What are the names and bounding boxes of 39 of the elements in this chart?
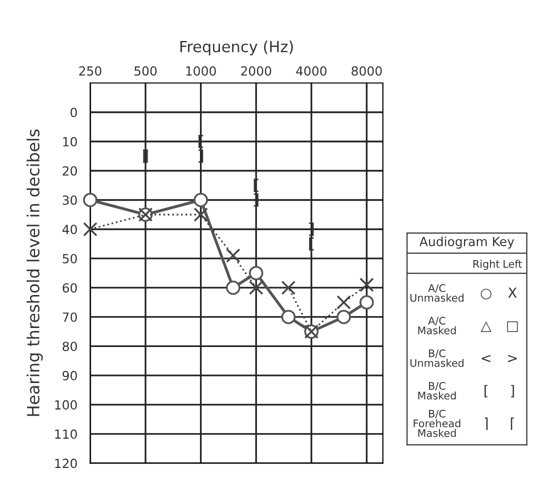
text: B/C Unmasked: [410, 349, 464, 367]
x-tick-label: 250: [79, 66, 102, 76]
y-axis-title: Hearing threshold level in decibels: [26, 129, 43, 416]
y-tick-label: 0: [70, 108, 77, 118]
y-tick-label: 50: [62, 254, 77, 264]
y-tick-label: 100: [55, 400, 77, 410]
y-tick-label: 30: [62, 195, 77, 205]
y-tick-label: 40: [62, 224, 77, 234]
y-tick-label: 80: [62, 342, 77, 352]
text: □: [507, 321, 518, 332]
x-tick-label: 500: [134, 66, 157, 76]
x-tick-label: 1000: [186, 66, 216, 76]
y-tick-label: 110: [55, 429, 77, 439]
text: <: [482, 354, 490, 362]
y-tick-label: 60: [62, 283, 77, 293]
y-tick-label: 20: [62, 166, 77, 176]
text: >: [508, 354, 517, 362]
text: A/C Unmasked: [410, 284, 464, 302]
y-tick-label: 10: [63, 136, 77, 146]
x-tick-label: 8000: [352, 66, 382, 76]
x-tick-label: 2000: [241, 66, 272, 76]
x-tick-label: 4000: [296, 66, 326, 76]
text: ⌉: [484, 418, 488, 430]
y-tick-label: 90: [62, 370, 77, 380]
text: ○: [480, 288, 492, 300]
text: ]: [511, 384, 514, 398]
text: X: [508, 288, 517, 298]
text: [: [484, 384, 488, 398]
y-tick-label: 120: [55, 458, 77, 468]
text: ⌈: [510, 418, 514, 430]
text: B/C Forehead Masked: [414, 410, 460, 437]
text: Right: [473, 260, 500, 270]
text: △: [480, 321, 492, 332]
text: Audiogram Key: [419, 236, 514, 249]
text: B/C Masked: [418, 382, 456, 400]
text: A/C Masked: [418, 316, 456, 334]
x-axis-title: Frequency (Hz): [180, 40, 293, 56]
y-tick-label: 70: [62, 312, 77, 322]
text: Left: [504, 260, 522, 268]
